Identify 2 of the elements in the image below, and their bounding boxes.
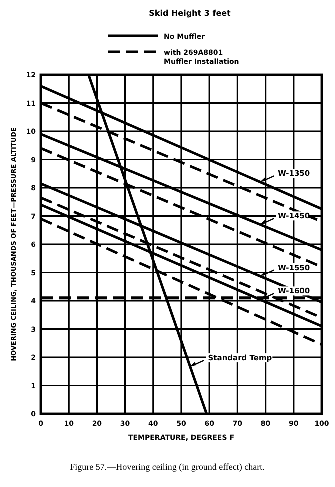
chart-title: Skid Height 3 feet xyxy=(149,9,232,18)
caption: Figure 57.—Hovering ceiling (in ground effect) chart. xyxy=(70,462,265,472)
